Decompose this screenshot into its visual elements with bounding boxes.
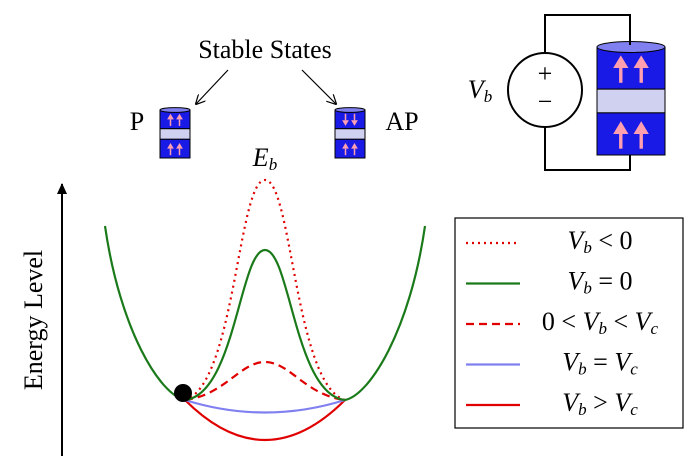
- text-part: 0 <: [542, 307, 583, 336]
- text-part: E: [252, 143, 269, 172]
- diagram: Stable States P AP Eb + − Vb Energy Leve…: [0, 0, 689, 461]
- state-label: AP: [385, 107, 418, 136]
- subscript: b: [484, 87, 493, 106]
- subscript: c: [630, 359, 638, 378]
- subscript: b: [583, 278, 592, 297]
- subscript: b: [269, 155, 278, 174]
- layer: [597, 113, 665, 155]
- ball: [174, 384, 192, 402]
- cap: [160, 108, 190, 113]
- subscript: b: [583, 238, 592, 257]
- arrow: [196, 70, 228, 104]
- text-part: <: [607, 307, 635, 336]
- text-part: >: [587, 388, 615, 417]
- state-label: P: [130, 107, 144, 136]
- text-part: = 0: [592, 266, 633, 295]
- spacer: [160, 129, 190, 140]
- subscript: b: [578, 400, 587, 419]
- energy-curve: [105, 226, 425, 400]
- barrier-label: Eb: [252, 143, 277, 174]
- subscript: b: [598, 319, 607, 338]
- subscript: c: [630, 400, 638, 419]
- legend-label: Vb = 0: [567, 266, 632, 297]
- curves: [105, 180, 425, 440]
- spacer: [335, 129, 365, 140]
- spacer: [597, 89, 665, 113]
- legend-label: Vb = Vc: [562, 347, 638, 378]
- energy-curve: [185, 180, 345, 400]
- subscript: c: [651, 319, 659, 338]
- cap: [335, 108, 365, 113]
- energy-curve: [185, 400, 345, 413]
- title: Stable States: [198, 35, 332, 64]
- text-part: < 0: [592, 226, 633, 255]
- layer: [597, 47, 665, 89]
- plus: +: [538, 59, 553, 88]
- legend-label: Vb < 0: [567, 226, 632, 257]
- text-part: =: [587, 347, 615, 376]
- legend-label: Vb > Vc: [562, 388, 638, 419]
- layer: [335, 139, 365, 158]
- energy-curve: [185, 362, 345, 400]
- minus: −: [538, 87, 553, 116]
- subscript: b: [578, 359, 587, 378]
- layer: [160, 139, 190, 158]
- arrow: [302, 70, 336, 104]
- voltage-label: Vb: [468, 75, 492, 106]
- y-axis-label: Energy Level: [19, 250, 48, 390]
